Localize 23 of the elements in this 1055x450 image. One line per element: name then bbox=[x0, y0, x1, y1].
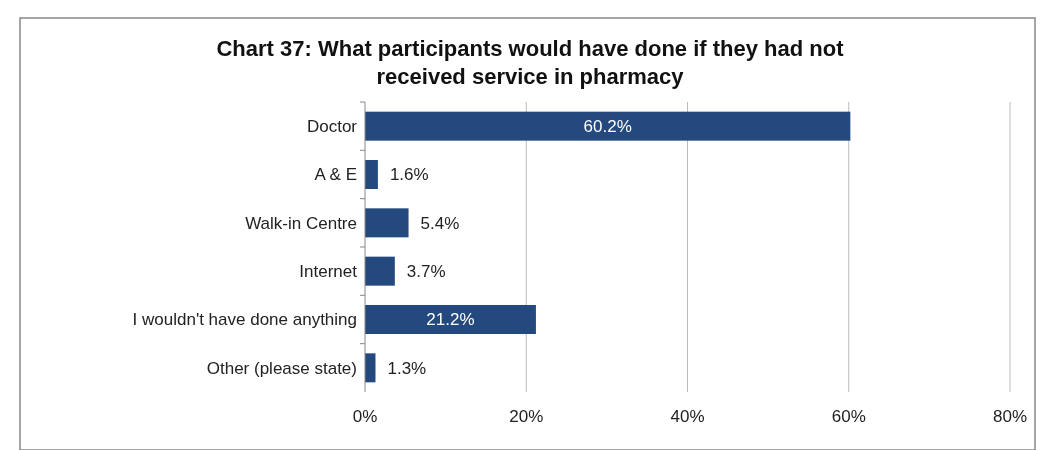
x-tick-label: 80% bbox=[992, 407, 1028, 426]
bar bbox=[365, 111, 851, 141]
y-tick-label: Walk-in Centre bbox=[245, 213, 357, 233]
x-tick-label: 20% bbox=[509, 407, 544, 426]
y-tick-label: Internet bbox=[299, 262, 358, 282]
y-tick-label: A & E bbox=[314, 165, 357, 185]
data-label: 1.3% bbox=[387, 358, 427, 378]
y-tick-label: Other (please state) bbox=[206, 358, 357, 378]
data-label: 60.2% bbox=[583, 117, 632, 137]
data-label: 5.4% bbox=[420, 213, 460, 233]
data-label: 21.2% bbox=[426, 310, 475, 330]
x-tick-label: 0% bbox=[352, 407, 378, 426]
data-label: 1.6% bbox=[389, 165, 429, 185]
data-label: 3.7% bbox=[406, 262, 446, 282]
chart-title: Chart 37: What participants would have done if they had not received service in pharmacy bbox=[216, 36, 845, 89]
x-tick-label: 40% bbox=[670, 407, 705, 426]
bar bbox=[365, 305, 536, 334]
bar bbox=[365, 208, 409, 238]
x-tick-label: 60% bbox=[831, 407, 866, 426]
y-tick-label: I wouldn't have done anything bbox=[132, 310, 357, 330]
bar bbox=[365, 256, 395, 286]
y-tick-label: Doctor bbox=[306, 117, 358, 137]
bar bbox=[365, 160, 378, 189]
